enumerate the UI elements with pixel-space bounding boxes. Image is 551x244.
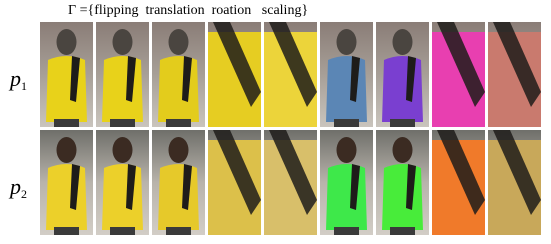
image-tile [40, 130, 93, 235]
image-tile [376, 130, 429, 235]
shirt-region [382, 56, 423, 122]
image-tile [208, 22, 261, 127]
legs-region [110, 227, 135, 235]
image-tile [264, 22, 317, 127]
page: Γ ={flipping translation roation scaling… [0, 0, 551, 244]
row-label-subscript: 2 [21, 187, 27, 201]
head-region [57, 137, 77, 163]
figure-title: Γ ={flipping translation roation scaling… [68, 3, 308, 18]
head-region [337, 29, 357, 55]
shirt-region [46, 164, 87, 230]
image-tile [208, 130, 261, 235]
legs-region [54, 227, 79, 235]
shirt-region [382, 164, 423, 230]
row-label: p1 [8, 66, 27, 93]
legs-region [390, 227, 415, 235]
row-label-subscript: 1 [21, 79, 27, 93]
image-tile [432, 130, 485, 235]
head-region [393, 29, 413, 55]
head-region [169, 137, 189, 163]
image-tile [152, 130, 205, 235]
legs-region [334, 227, 359, 235]
shirt-region [102, 56, 143, 122]
image-tile [432, 22, 485, 127]
shirt-region [326, 56, 367, 122]
head-region [169, 29, 189, 55]
image-tile [96, 130, 149, 235]
image-tile [488, 22, 541, 127]
shirt-region [46, 56, 87, 122]
image-tile [320, 22, 373, 127]
shirt-region [158, 164, 199, 230]
image-tile [488, 130, 541, 235]
shirt-region [102, 164, 143, 230]
head-region [393, 137, 413, 163]
legs-region [390, 119, 415, 127]
image-tile [152, 22, 205, 127]
image-tile [96, 22, 149, 127]
legs-region [110, 119, 135, 127]
legs-region [166, 119, 191, 127]
row-label-letter: p [8, 66, 21, 91]
image-grid [40, 22, 541, 235]
row-label: p2 [8, 174, 27, 201]
legs-region [54, 119, 79, 127]
image-tile [376, 22, 429, 127]
head-region [57, 29, 77, 55]
row-label-letter: p [8, 174, 21, 199]
image-tile [264, 130, 317, 235]
shirt-region [326, 164, 367, 230]
head-region [113, 137, 133, 163]
head-region [113, 29, 133, 55]
image-tile [40, 22, 93, 127]
head-region [337, 137, 357, 163]
legs-region [334, 119, 359, 127]
image-tile [320, 130, 373, 235]
shirt-region [158, 56, 199, 122]
legs-region [166, 227, 191, 235]
figure: Γ ={flipping translation roation scaling… [0, 0, 551, 244]
